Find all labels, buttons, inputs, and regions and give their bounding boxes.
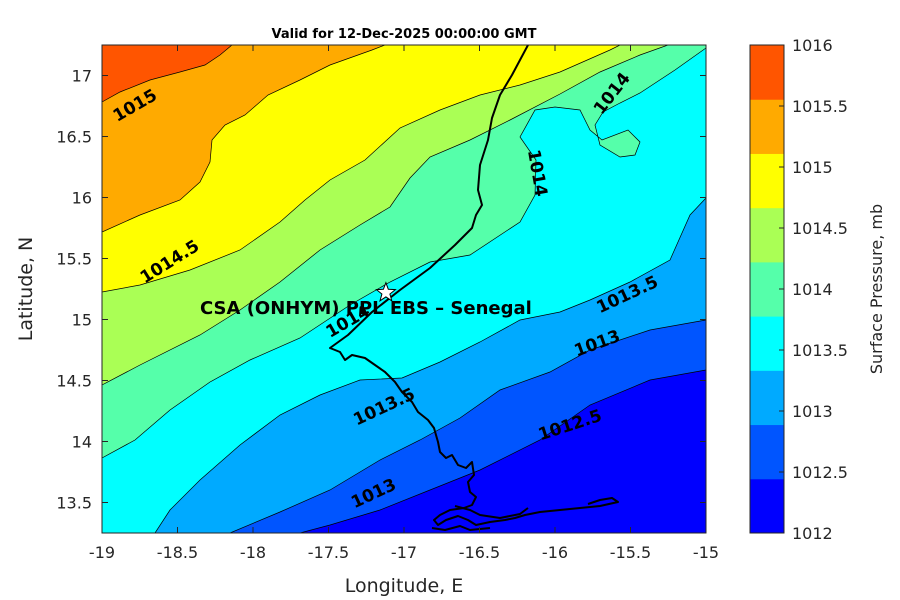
- x-tick-label: -19: [89, 543, 115, 562]
- y-tick-label: 14: [72, 433, 92, 452]
- contour-lines: [102, 45, 706, 533]
- contour-line-1014: [102, 47, 706, 459]
- colorbar-swatch: [750, 370, 784, 426]
- colorbar-tick-label: 1013: [792, 402, 833, 421]
- site-star-icon: [375, 281, 397, 302]
- colorbar-swatch: [750, 45, 784, 100]
- y-tick-label: 15: [72, 311, 92, 330]
- colorbar-label: Surface Pressure, mb: [867, 204, 886, 374]
- contour-line-1016: [102, 45, 233, 103]
- colorbar-tick-label: 1012: [792, 524, 833, 543]
- contour-line-1014.5: [102, 45, 669, 386]
- y-tick-label: 14.5: [56, 372, 92, 391]
- y-tick-label: 15.5: [56, 250, 92, 269]
- y-tick-label: 13.5: [56, 494, 92, 513]
- colorbar-tick-label: 1014: [792, 280, 833, 299]
- x-tick-label: -16: [542, 543, 568, 562]
- colorbar-swatch: [750, 99, 784, 154]
- coastline: [329, 45, 619, 531]
- colorbar-swatch: [750, 478, 784, 534]
- x-tick-labels: -19 -18.5 -18 -17.5 -17 -16.5 -16 -15.5 -15: [89, 543, 719, 562]
- colorbar-tick-label: 1012.5: [792, 463, 848, 482]
- axis-ticks: [101, 45, 707, 533]
- x-tick-label: -15.5: [610, 543, 651, 562]
- x-tick-label: -17: [391, 543, 417, 562]
- y-tick-label: 16: [72, 189, 92, 208]
- y-tick-label: 16.5: [56, 128, 92, 147]
- contour-line-1013.5: [154, 197, 706, 533]
- site-annotation: CSA (ONHYM) PPL EBS – Senegal: [200, 298, 532, 319]
- colorbar-tick-labels: 1012 1012.5 1013 1013.5 1014 1014.5 1015 1015.5…: [792, 36, 848, 543]
- y-tick-labels: 13.5 14 14.5 15 15.5 16 16.5 17: [56, 67, 92, 513]
- x-axis-label: Longitude, E: [345, 575, 464, 597]
- coastline-path: [329, 45, 619, 526]
- colorbar-tick-label: 1015.5: [792, 97, 848, 116]
- x-tick-label: -17.5: [308, 543, 349, 562]
- colorbar-frame: [749, 44, 785, 534]
- colorbar-swatch: [750, 207, 784, 263]
- colorbar-swatch: [750, 316, 784, 371]
- colorbar: [750, 44, 784, 534]
- x-tick-label: -18: [240, 543, 266, 562]
- contour-line-1012.5: [299, 369, 706, 533]
- contour-line-1015.5: [102, 45, 386, 233]
- band-1015.5: [102, 45, 385, 232]
- colorbar-swatch: [750, 153, 784, 209]
- colorbar-tick-label: 1013.5: [792, 341, 848, 360]
- colorbar-tick-label: 1015: [792, 158, 833, 177]
- contour-line-1015: [102, 45, 621, 293]
- colorbar-swatch: [750, 261, 784, 317]
- colorbar-swatch: [750, 424, 784, 480]
- x-tick-label: -15: [693, 543, 719, 562]
- contour-line-1013: [229, 319, 706, 533]
- x-tick-label: -18.5: [157, 543, 198, 562]
- band-1016: [102, 45, 232, 102]
- colorbar-tick-label: 1014.5: [792, 219, 848, 238]
- colorbar-tick-label: 1016: [792, 36, 833, 55]
- x-tick-label: -16.5: [459, 543, 500, 562]
- y-axis-label: Latitude, N: [15, 237, 37, 342]
- pressure-contour-fills: [102, 45, 706, 533]
- chart-title: Valid for 12-Dec-2025 00:00:00 GMT: [272, 27, 537, 42]
- border-path: [431, 505, 529, 531]
- y-tick-label: 17: [72, 67, 92, 86]
